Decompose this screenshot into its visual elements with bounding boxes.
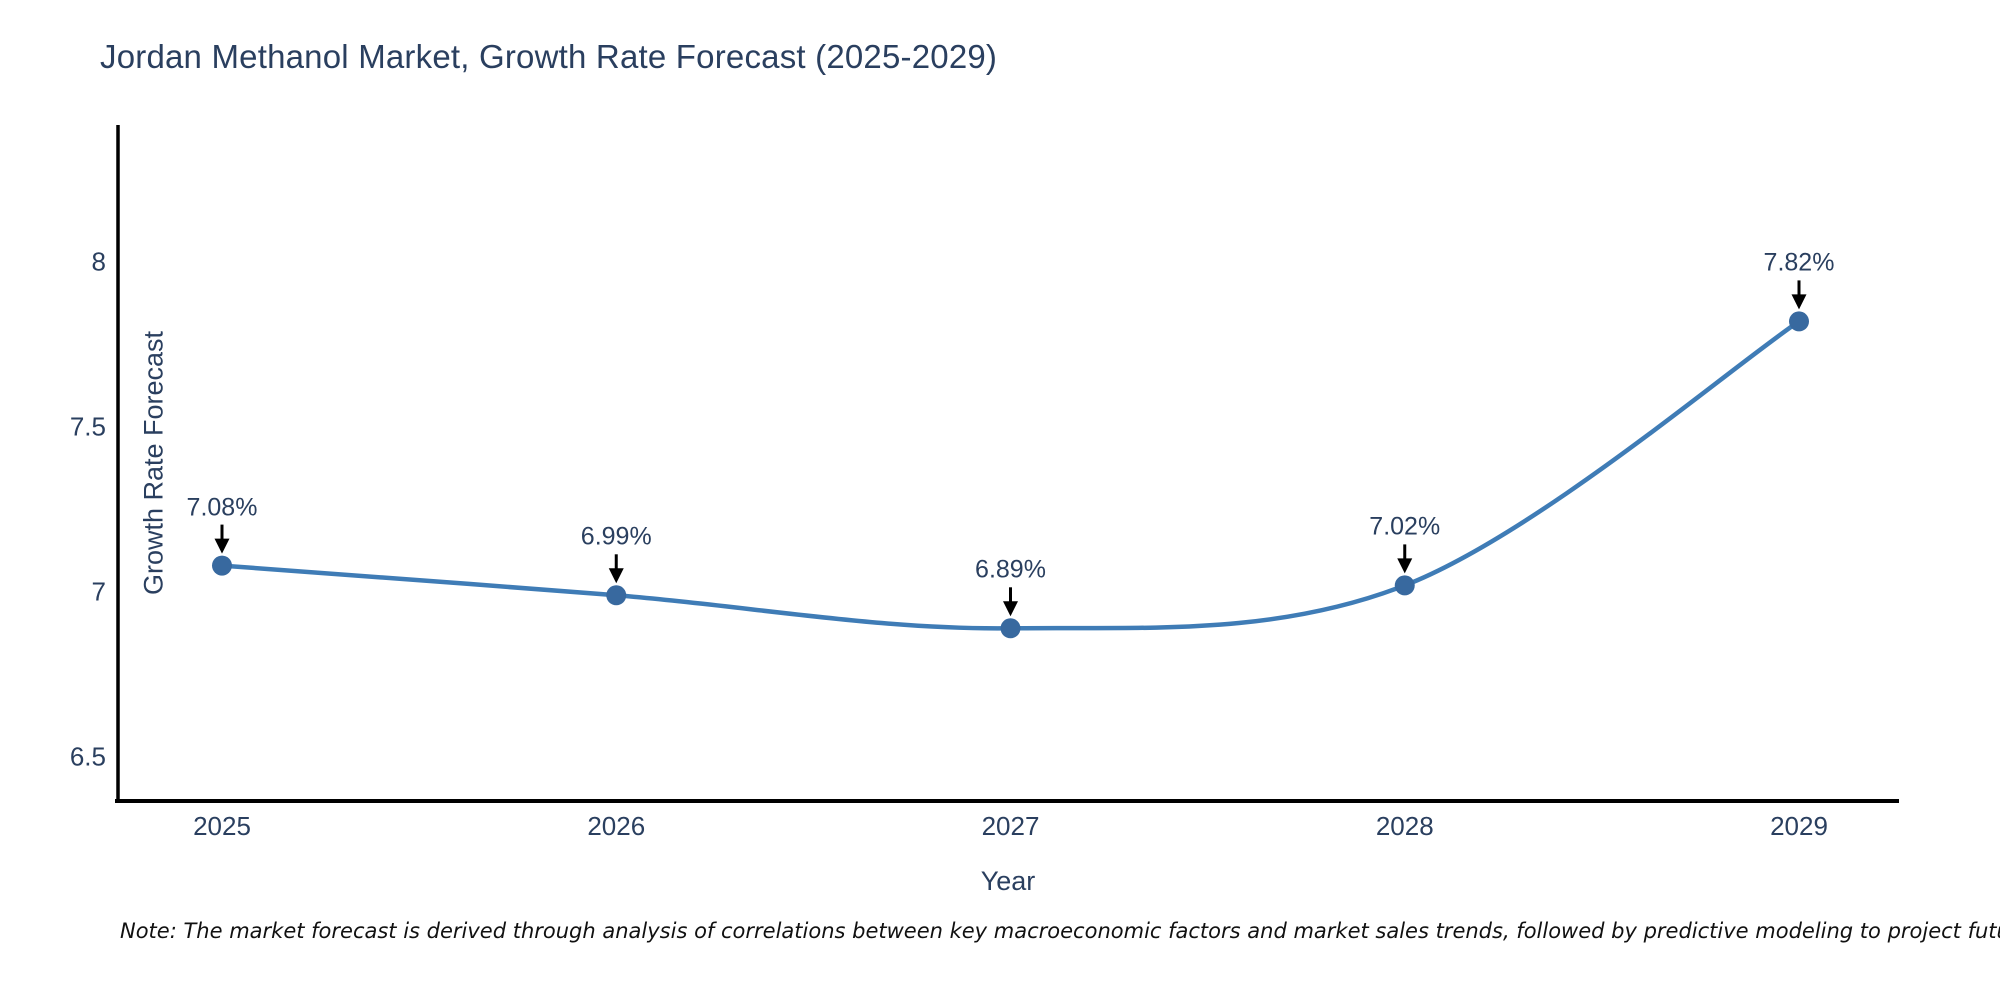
chart-title: Jordan Methanol Market, Growth Rate Fore… (100, 38, 998, 75)
data-point-marker (212, 555, 232, 576)
data-point-label: 6.89% (975, 555, 1046, 584)
y-tick-label: 6.5 (69, 741, 106, 772)
x-tick-label: 2026 (587, 811, 646, 841)
y-tick-label: 7 (91, 576, 106, 607)
y-tick-label: 7.5 (69, 411, 106, 442)
data-point-label: 7.02% (1369, 512, 1441, 541)
annotation-arrowhead (214, 538, 230, 554)
x-tick-label: 2025 (193, 811, 251, 841)
x-axis-title: Year (980, 866, 1036, 896)
annotation-arrowhead (608, 568, 624, 584)
y-axis-title: Growth Rate Forecast (138, 330, 169, 596)
y-tick-label: 8 (91, 246, 106, 277)
x-tick-label: 2027 (981, 811, 1040, 841)
x-tick-label: 2029 (1770, 811, 1828, 841)
data-point-marker (1394, 575, 1415, 596)
x-tick-label: 2028 (1375, 811, 1434, 841)
data-point-label: 7.08% (186, 493, 258, 522)
data-point-marker (1789, 311, 1809, 332)
data-point-marker (606, 585, 627, 606)
annotation-arrowhead (1397, 558, 1413, 574)
data-point-label: 6.99% (580, 522, 652, 551)
annotation-arrowhead (1791, 294, 1807, 310)
annotation-arrowhead (1003, 601, 1018, 617)
footnote: Note: The market forecast is derived thr… (120, 919, 2000, 943)
data-point-label: 7.82% (1763, 248, 1835, 277)
data-point-marker (1000, 618, 1021, 639)
